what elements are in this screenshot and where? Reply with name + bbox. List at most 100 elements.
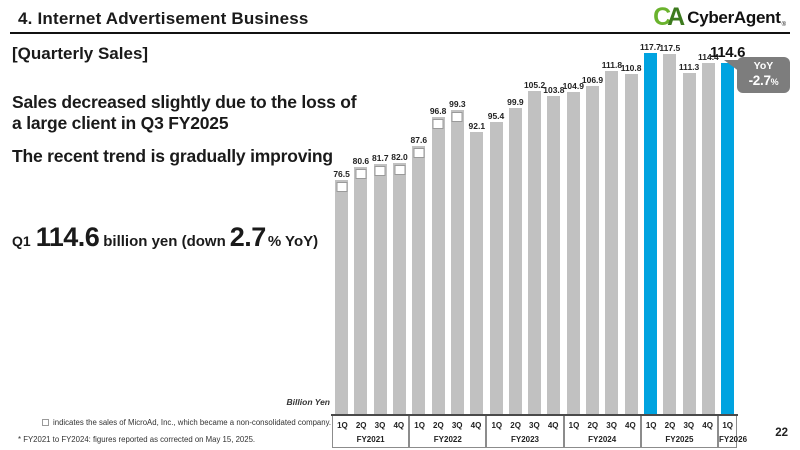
registered-mark: ® xyxy=(781,22,786,28)
axis-quarter-label: 4Q xyxy=(625,420,636,430)
bar-value-label: 76.5 xyxy=(333,168,350,179)
microad-segment-icon xyxy=(413,147,425,158)
page-title: 4. Internet Advertisement Business xyxy=(18,9,309,28)
bar-value-label: 82.0 xyxy=(391,151,408,162)
axis-quarter-label: 4Q xyxy=(547,420,559,430)
axis-fiscal-year-label: FY2021 xyxy=(356,435,385,444)
section-label: [Quarterly Sales] xyxy=(12,44,149,63)
axis-quarter-label: 4Q xyxy=(393,420,405,430)
axis-fiscal-year-label: FY2024 xyxy=(588,435,617,444)
bar-value-label: 111.3 xyxy=(678,61,700,72)
microad-segment-icon xyxy=(374,165,386,176)
bar-fy2023-2q xyxy=(508,107,522,415)
bar-value-label: 110.8 xyxy=(620,63,642,74)
bar-value-label: 111.8 xyxy=(601,60,623,71)
bar-value-label: 80.6 xyxy=(352,156,370,167)
bar-value-label: 106.9 xyxy=(581,75,604,86)
bar-value-label: 95.4 xyxy=(487,110,505,121)
ca-logo-icon: CA xyxy=(653,3,685,31)
axis-quarter-label: 3Q xyxy=(683,420,695,430)
bar-value-label: 103.8 xyxy=(543,84,565,95)
axis-quarter-label: 2Q xyxy=(587,420,599,430)
chart-baseline xyxy=(331,414,738,416)
bar-value-label: 96.8 xyxy=(429,106,447,117)
bar-fy2023-1q xyxy=(489,121,503,415)
bar-value-label: 117.7 xyxy=(639,42,661,52)
axis-quarter-label: 3Q xyxy=(451,420,463,430)
axis-quarter-label: 2Q xyxy=(510,420,521,430)
axis-quarter-label: 4Q xyxy=(702,420,713,430)
logo-text: CyberAgent xyxy=(687,7,781,27)
quarter-highlight: Q1 114.6 billion yen (down 2.7 % YoY) xyxy=(12,222,318,253)
highlight-quarter: Q1 xyxy=(12,233,31,249)
axis-quarter-label: 1Q xyxy=(568,420,580,430)
axis-quarter-label: 3Q xyxy=(374,420,386,430)
bar-value-label: 81.7 xyxy=(372,152,389,163)
axis-group-fy2026: 1Q FY2026 xyxy=(718,415,748,448)
bar-value-label: 87.6 xyxy=(410,134,428,145)
microad-footnote: indicates the sales of MicroAd, Inc., wh… xyxy=(42,418,331,427)
bar-fy2022-3q xyxy=(450,109,464,415)
callout-yoy-label: YoY xyxy=(753,60,774,72)
axis-unit-label: Billion Yen xyxy=(286,397,330,407)
axis-group-fy2024: 1Q 2Q 3Q 4Q FY2024 xyxy=(563,415,641,448)
axis-quarter-label: 1Q xyxy=(337,420,348,430)
axis-quarter-label: 3Q xyxy=(529,420,540,430)
axis-group-fy2021: 1Q 2Q 3Q 4Q FY2021 xyxy=(332,415,410,448)
bar-value-label: 117.5 xyxy=(659,42,681,53)
bar-value-label: 114.4 xyxy=(697,52,719,63)
axis-quarter-label: 2Q xyxy=(355,420,367,430)
correction-footnote: * FY2021 to FY2024: figures reported as … xyxy=(18,435,256,444)
microad-segment-icon xyxy=(451,111,463,122)
bar-value-label: 99.9 xyxy=(507,96,524,107)
microad-segment-icon xyxy=(394,164,405,175)
axis-fiscal-year-label: FY2026 xyxy=(719,435,748,444)
bar-fy2024-2q xyxy=(586,86,599,415)
bar-fy2023-4q xyxy=(547,95,561,415)
bar-fy2024-4q xyxy=(624,74,638,415)
title-underline xyxy=(10,32,790,34)
callout-yoy-value: -2.7% xyxy=(748,72,779,88)
cyberagent-logo: CA CyberAgent ® xyxy=(653,5,786,30)
bar-fy2022-4q xyxy=(470,131,484,415)
microad-segment-icon xyxy=(355,169,367,180)
key-message-1: Sales decreased slightly due to the loss… xyxy=(12,92,357,134)
bar-value-label: 99.3 xyxy=(449,98,466,109)
bar-fy2023-3q xyxy=(528,91,542,415)
bar-value-label: 105.2 xyxy=(523,80,546,91)
bar-fy2025-4q xyxy=(701,63,715,415)
highlight-suffix: % YoY) xyxy=(267,233,319,250)
axis-group-fy2022: 1Q 2Q 3Q 4Q FY2022 xyxy=(409,415,487,448)
axis-fiscal-year-label: FY2023 xyxy=(510,435,539,444)
highlight-mid-text: billion yen (down xyxy=(103,233,226,250)
axis-quarter-label: 1Q xyxy=(414,420,425,430)
bar-value-label: 114.6 xyxy=(709,43,746,61)
axis-group-fy2025: 1Q 2Q 3Q 4Q FY2025 xyxy=(640,415,718,448)
microad-segment-icon xyxy=(432,119,444,130)
bar-value-label: 92.1 xyxy=(468,120,486,131)
callout-tail xyxy=(724,60,740,72)
bar-value-label: 104.9 xyxy=(562,81,584,92)
page-number: 22 xyxy=(775,427,788,439)
axis-fiscal-year-label: FY2025 xyxy=(665,435,694,444)
axis-quarter-label: 1Q xyxy=(645,420,657,430)
highlight-pct: 2.7 xyxy=(229,222,267,252)
bar-fy2025-3q xyxy=(682,72,696,415)
axis-quarter-label: 2Q xyxy=(664,420,676,430)
axis-quarter-label: 1Q xyxy=(491,420,503,430)
bar-fy2024-1q xyxy=(566,92,580,415)
key-message-2: The recent trend is gradually improving xyxy=(12,146,333,166)
axis-quarter-label: 2Q xyxy=(433,420,444,430)
axis-quarter-label: 4Q xyxy=(470,420,482,430)
axis-group-fy2023: 1Q 2Q 3Q 4Q FY2023 xyxy=(486,415,564,448)
bar-fy2024-3q xyxy=(605,71,619,415)
axis-fiscal-year-label: FY2022 xyxy=(433,435,462,444)
bar-fy2021-3q xyxy=(373,163,387,415)
bar-fy2026-1q xyxy=(721,62,735,415)
bar-fy2021-4q xyxy=(393,162,406,415)
bar-fy2021-2q xyxy=(354,167,368,415)
bar-fy2025-2q xyxy=(663,53,677,415)
highlight-value: 114.6 xyxy=(35,222,100,252)
microad-segment-icon xyxy=(336,181,348,192)
